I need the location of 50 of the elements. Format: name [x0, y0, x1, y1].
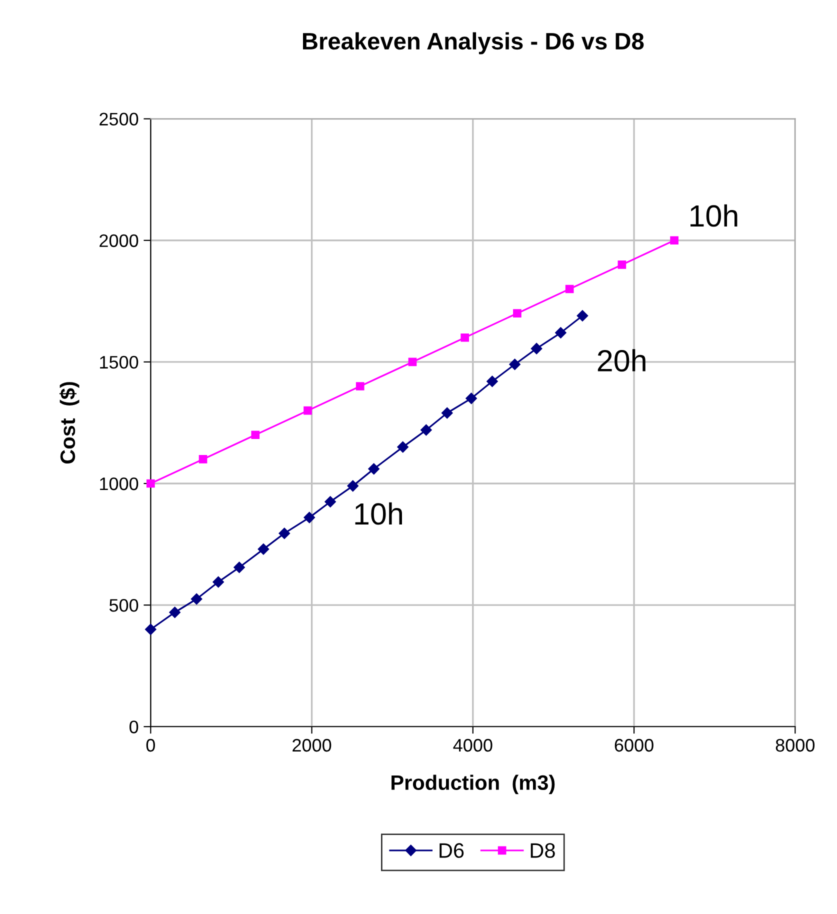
point	[576, 310, 588, 322]
point	[460, 333, 470, 342]
point	[420, 424, 432, 436]
chart-title: Breakeven Analysis - D6 vs D8	[303, 32, 644, 54]
point	[509, 358, 520, 370]
annotation: 10h	[690, 204, 738, 227]
legend-label: D6	[440, 843, 464, 858]
point	[198, 455, 208, 464]
annotation: 20h	[598, 349, 646, 372]
point	[397, 441, 408, 453]
point	[146, 479, 155, 488]
point	[251, 430, 260, 440]
point	[513, 309, 522, 318]
point	[278, 528, 290, 539]
y-tick-label: 0	[130, 720, 138, 734]
x-tick-label: 4000	[453, 738, 492, 752]
point	[347, 480, 358, 492]
point	[530, 342, 542, 354]
point	[234, 562, 245, 573]
legend-label: D8	[530, 843, 555, 858]
point	[304, 406, 312, 415]
point	[212, 576, 224, 588]
y-tick-label: 1500	[100, 356, 138, 369]
x-tick-label: 0	[146, 738, 155, 752]
point	[442, 407, 453, 419]
point	[486, 376, 498, 387]
point	[258, 544, 270, 555]
point	[670, 236, 678, 245]
y-axis-title: Cost ($)	[59, 382, 80, 464]
x-tick-label: 6000	[614, 738, 654, 752]
point	[565, 284, 574, 294]
point	[368, 463, 380, 475]
point	[324, 496, 336, 508]
y-tick-label: 2000	[100, 234, 138, 248]
point	[356, 382, 364, 390]
point	[169, 606, 180, 618]
x-tick-label: 8000	[776, 738, 815, 752]
point	[190, 593, 202, 605]
point	[466, 392, 477, 404]
point	[304, 512, 315, 524]
x-tick-label: 2000	[292, 738, 332, 752]
point	[408, 358, 417, 366]
point	[555, 327, 566, 338]
y-tick-label: 500	[109, 599, 138, 612]
x-axis-title: Production (m3)	[392, 774, 555, 794]
y-tick-label: 2500	[100, 112, 138, 126]
point	[618, 260, 626, 269]
annotation: 10h	[355, 502, 402, 525]
point	[145, 624, 156, 635]
y-tick-label: 1000	[100, 477, 138, 490]
